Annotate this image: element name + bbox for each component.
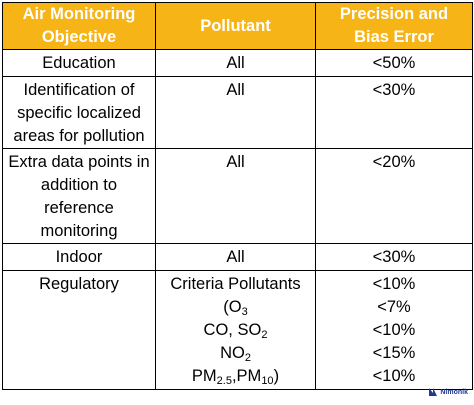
air-monitoring-table: Air Monitoring Objective Pollutant Preci… xyxy=(2,2,473,390)
error-cell: <30% xyxy=(315,76,473,149)
pollutant-cell: All xyxy=(155,49,316,77)
pollutant-cell: All xyxy=(155,243,316,271)
header-pollutant: Pollutant xyxy=(155,2,316,50)
table-row: Indoor All <30% xyxy=(2,243,473,271)
pollutant-no2: NO2 xyxy=(220,344,251,364)
pollutant-cell: Criteria Pollutants (O3 CO, SO2 NO2 PM2.… xyxy=(155,270,316,390)
nimonik-logo: Nimonik xyxy=(428,387,468,397)
nimonik-logo-icon xyxy=(429,388,438,396)
logo-text: Nimonik xyxy=(440,388,468,396)
error-cell: <20% xyxy=(315,148,473,244)
error-cell: <30% xyxy=(315,243,473,271)
pollutant-o3: (O3 xyxy=(223,298,248,318)
objective-cell: Indoor xyxy=(2,243,156,271)
pollutant-co-so2: CO, SO2 xyxy=(203,321,268,341)
header-row: Air Monitoring Objective Pollutant Preci… xyxy=(2,2,473,50)
pollutant-cell: All xyxy=(155,76,316,149)
pollutant-cell: All xyxy=(155,148,316,244)
header-precision: Precision and Bias Error xyxy=(315,2,473,50)
objective-cell: Identification of specific localized are… xyxy=(2,76,156,149)
objective-cell: Regulatory xyxy=(2,270,156,390)
header-objective: Air Monitoring Objective xyxy=(2,2,156,50)
table-row: Education All <50% xyxy=(2,49,473,77)
table-row: Identification of specific localized are… xyxy=(2,76,473,149)
error-cell: <50% xyxy=(315,49,473,77)
objective-cell: Extra data points in addition to referen… xyxy=(2,148,156,244)
table-row: Extra data points in addition to referen… xyxy=(2,148,473,244)
table-row: Regulatory Criteria Pollutants (O3 CO, S… xyxy=(2,270,473,390)
error-cell: <10% <7% <10% <15% <10% xyxy=(315,270,473,390)
objective-cell: Education xyxy=(2,49,156,77)
pollutant-pm: PM2.5,PM10) xyxy=(191,367,280,387)
